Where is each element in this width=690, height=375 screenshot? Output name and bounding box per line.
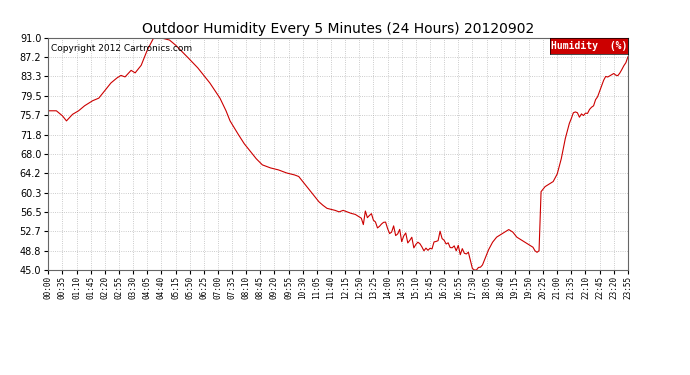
Title: Outdoor Humidity Every 5 Minutes (24 Hours) 20120902: Outdoor Humidity Every 5 Minutes (24 Hou…: [142, 22, 534, 36]
Text: Copyright 2012 Cartronics.com: Copyright 2012 Cartronics.com: [51, 45, 193, 54]
